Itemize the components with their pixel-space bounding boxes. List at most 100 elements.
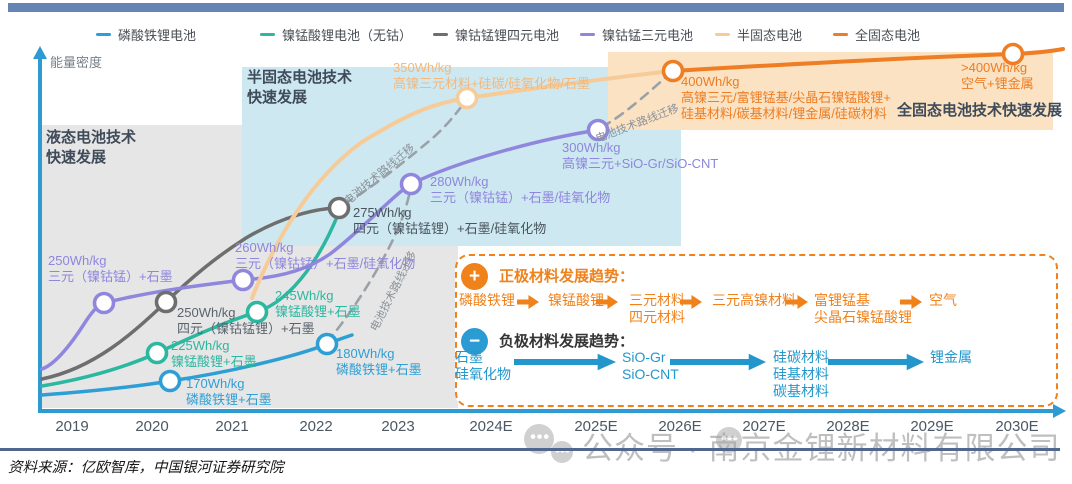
flow-item-line: 石墨 xyxy=(455,349,483,365)
series-curve-1 xyxy=(40,210,341,388)
y-axis-arrow xyxy=(33,46,47,59)
phase-label-2: 全固态电池技术快速发展 xyxy=(897,101,1062,121)
x-tick-2020: 2020 xyxy=(135,418,169,435)
data-point-value: 275Wh/kg xyxy=(353,205,412,220)
anode-flow-arrow-icon-2 xyxy=(828,353,924,371)
legend-label: 全固态电池 xyxy=(855,27,921,43)
data-point-marker-3-3 xyxy=(586,118,610,142)
legend-label: 镍锰酸锂电池（无钴） xyxy=(282,27,413,43)
anode-trend-title: 负极材料发展趋势： xyxy=(499,333,635,350)
x-tick-2026E: 2026E xyxy=(658,418,702,435)
series-curve-3 xyxy=(40,128,600,371)
legend-swatch xyxy=(580,32,595,36)
data-point-label-1-1: 245Wh/kg 镍锰酸锂+石墨 xyxy=(275,288,361,320)
bottom-divider-line xyxy=(0,448,1060,451)
series-curve-4 xyxy=(250,69,675,300)
flow-item-line: 四元材料 xyxy=(629,309,685,325)
legend-label: 镍钴锰锂四元电池 xyxy=(455,27,560,43)
data-point-marker-1-1 xyxy=(245,300,269,324)
legend-item-4: 半固态电池 xyxy=(715,26,803,43)
anode-flow-item-1: SiO-Gr SiO-CNT xyxy=(622,349,679,383)
cathode-flow-item-4: 富锂锰基 尖晶石镍锰酸锂 xyxy=(814,292,912,326)
flow-item-line: 锂金属 xyxy=(930,349,972,365)
watermark-text: 公众号 · 南京金锂新材料有限公司 xyxy=(582,431,1061,466)
cathode-flow-item-3: 三元高镍材料 xyxy=(712,292,796,309)
legend-swatch xyxy=(260,32,275,36)
data-point-label-4-0: 350Wh/kg 高镍三元材料+硅碳/硅氧化物/石墨 xyxy=(393,60,590,92)
migration-dashed-line-0 xyxy=(325,185,413,344)
x-tick-2025E: 2025E xyxy=(574,418,618,435)
data-point-marker-0-1 xyxy=(315,332,339,356)
data-point-label-5-1: >400Wh/kg 空气+锂金属 xyxy=(961,60,1034,92)
data-point-materials: 磷酸铁锂+石墨 xyxy=(186,392,272,407)
data-point-materials: 三元（镍钴锰）+石墨 xyxy=(48,269,173,284)
data-point-materials: 四元（镍钴锰锂）+石墨 xyxy=(177,321,315,336)
flow-item-line: 硅碳材料 xyxy=(773,349,829,365)
y-axis-label: 能量密度 xyxy=(50,55,103,70)
data-point-value: 250Wh/kg xyxy=(177,305,236,320)
data-point-value: 245Wh/kg xyxy=(275,288,334,303)
cathode-flow-item-0: 磷酸铁锂 xyxy=(459,292,515,309)
legend-label: 半固态电池 xyxy=(737,27,803,43)
anode-flow-item-3: 锂金属 xyxy=(930,349,972,366)
x-tick-2023: 2023 xyxy=(381,418,415,435)
x-tick-2028E: 2028E xyxy=(826,418,870,435)
data-point-marker-1-0 xyxy=(145,341,169,365)
data-point-value: 400Wh/kg xyxy=(681,74,740,89)
cathode-flow-item-2: 三元材料 四元材料 xyxy=(629,292,685,326)
flow-item-line: SiO-CNT xyxy=(622,366,679,382)
data-point-label-3-1: 260Wh/kg 三元（镍钴锰）+石墨/硅氧化物 xyxy=(235,240,415,272)
data-point-value: >400Wh/kg xyxy=(961,60,1028,75)
x-tick-2027E: 2027E xyxy=(742,418,786,435)
phase-label-line: 快速发展 xyxy=(46,149,107,166)
data-point-value: 260Wh/kg xyxy=(235,240,294,255)
legend-label: 磷酸铁锂电池 xyxy=(118,27,197,43)
x-tick-2024E: 2024E xyxy=(469,418,513,435)
top-divider-bar xyxy=(8,3,1064,12)
data-point-materials: 高镍三元+SiO-Gr/SiO-CNT xyxy=(562,156,719,171)
data-point-marker-5-1 xyxy=(1001,42,1025,66)
data-point-label-2-0: 250Wh/kg 四元（镍钴锰锂）+石墨 xyxy=(177,305,315,337)
data-point-label-0-0: 170Wh/kg 磷酸铁锂+石墨 xyxy=(186,376,272,408)
legend-swatch xyxy=(433,32,448,36)
data-point-value: 170Wh/kg xyxy=(186,376,245,391)
legend-swatch xyxy=(96,32,111,36)
x-tick-2021: 2021 xyxy=(215,418,249,435)
material-trends-box: + 正极材料发展趋势： 磷酸铁锂 镍锰酸锂 三元材料 四元材料 三元高镍材料 富锂锰基 尖晶石镍… xyxy=(455,254,1058,407)
data-point-marker-3-0 xyxy=(92,291,116,315)
cathode-flow-item-5: 空气 xyxy=(929,292,957,309)
data-point-marker-3-2 xyxy=(399,172,423,196)
cathode-trend-title: 正极材料发展趋势： xyxy=(499,268,635,285)
data-point-value: 225Wh/kg xyxy=(171,338,230,353)
data-point-marker-2-1 xyxy=(327,196,351,220)
data-point-label-2-1: 275Wh/kg 四元（镍钴锰锂）+石墨/硅氧化物 xyxy=(353,205,546,237)
anode-flow-arrow-icon-0 xyxy=(514,353,616,371)
data-point-label-3-0: 250Wh/kg 三元（镍钴锰）+石墨 xyxy=(48,253,173,285)
cathode-flow-item-1: 镍锰酸锂 xyxy=(548,292,604,309)
phase-label-line: 半固态电池技术 xyxy=(247,69,353,86)
phase-label-0: 液态电池技术 快速发展 xyxy=(46,128,136,168)
anode-flow-item-2: 硅碳材料 硅基材料 碳基材料 xyxy=(773,349,829,400)
legend-swatch xyxy=(715,32,730,36)
data-point-value: 250Wh/kg xyxy=(48,253,107,268)
anode-flow-arrow-icon-1 xyxy=(670,353,766,371)
legend-item-2: 镍钴锰锂四元电池 xyxy=(433,26,560,43)
data-point-materials: 镍锰酸锂+石墨 xyxy=(275,304,361,319)
flow-item-line: SiO-Gr xyxy=(622,349,666,365)
data-point-value: 280Wh/kg xyxy=(430,174,489,189)
data-point-materials: 硅基材料/碳基材料/锂金属/硅碳材料 xyxy=(681,106,887,121)
data-point-label-0-1: 180Wh/kg 磷酸铁锂+石墨 xyxy=(336,346,422,378)
series-curve-5 xyxy=(671,47,1065,73)
data-point-marker-3-1 xyxy=(231,268,255,292)
data-point-marker-4-0 xyxy=(455,86,479,110)
data-point-label-1-0: 225Wh/kg 镍锰酸锂+石墨 xyxy=(171,338,257,370)
flow-item-line: 磷酸铁锂 xyxy=(459,292,515,308)
data-point-label-5-0: 400Wh/kg 高镍三元/富锂锰基/尖晶石镍锰酸锂+ 硅基材料/碳基材料/锂金属/… xyxy=(681,74,891,122)
data-point-value: 300Wh/kg xyxy=(562,140,621,155)
cathode-trend-icon: + xyxy=(461,263,488,290)
flow-item-line: 三元高镍材料 xyxy=(712,292,796,308)
cathode-flow-arrow-icon-0 xyxy=(517,294,539,310)
data-point-materials: 高镍三元/富锂锰基/尖晶石镍锰酸锂+ xyxy=(681,90,891,105)
legend-item-0: 磷酸铁锂电池 xyxy=(96,26,197,43)
